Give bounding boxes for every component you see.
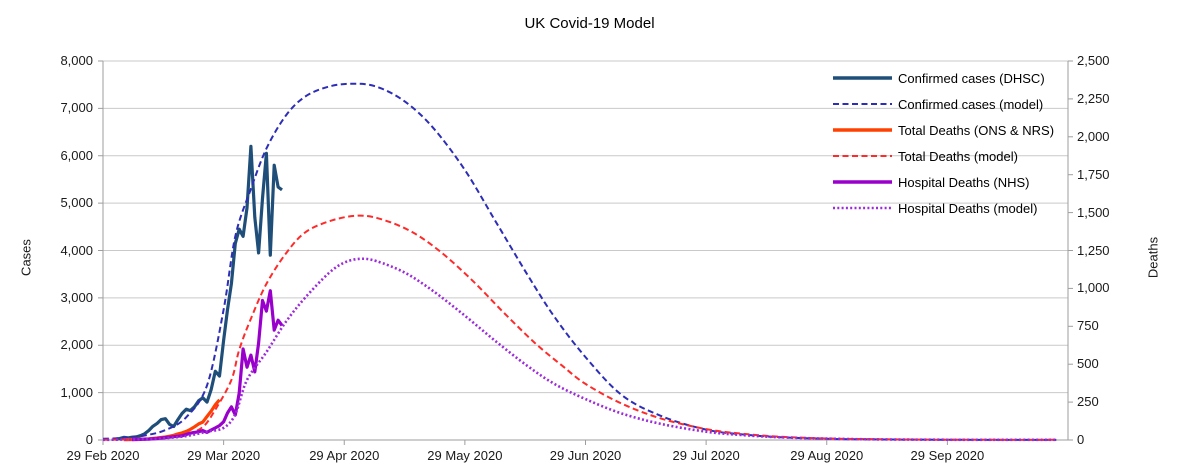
y-axis-title-deaths: Deaths <box>1145 236 1161 279</box>
legend-item-label: Hospital Deaths (model) <box>898 200 1038 216</box>
y-left-tick-label: 3,000 <box>60 289 93 305</box>
legend-line-sample <box>833 155 892 157</box>
y-left-tick-label: 7,000 <box>60 100 93 116</box>
chart-title: UK Covid-19 Model <box>524 15 655 32</box>
legend-line-sample <box>833 180 892 184</box>
legend-item-label: Hospital Deaths (NHS) <box>898 174 1030 190</box>
y-right-tick-label: 2,250 <box>1077 90 1110 106</box>
y-left-tick-label: 5,000 <box>60 195 93 211</box>
legend-item-label: Total Deaths (model) <box>898 148 1018 164</box>
y-left-tick-label: 0 <box>85 432 93 447</box>
x-tick-label: 29 Jun 2020 <box>549 448 622 463</box>
legend-item: Hospital Deaths (NHS) <box>832 169 1054 195</box>
x-tick-label: 29 May 2020 <box>427 448 503 463</box>
legend-item: Total Deaths (ONS & NRS) <box>832 117 1054 143</box>
y-left-tick-label: 6,000 <box>60 147 93 163</box>
y-left-tick-label: 1,000 <box>60 384 93 400</box>
x-tick-label: 29 Mar 2020 <box>187 448 261 463</box>
legend-line-sample <box>833 128 892 132</box>
legend-line-sample <box>833 76 892 80</box>
x-tick-label: 29 Jul 2020 <box>672 448 740 463</box>
series-line-2 <box>123 398 221 442</box>
y-right-tick-label: 1,000 <box>1077 280 1110 296</box>
y-right-tick-label: 750 <box>1077 318 1099 334</box>
series-line-0 <box>115 144 283 441</box>
x-tick-label: 29 Aug 2020 <box>790 448 864 463</box>
y-right-tick-label: 250 <box>1077 394 1099 410</box>
y-left-tick-label: 4,000 <box>60 242 93 258</box>
legend-line-sample <box>833 206 892 210</box>
legend-item-label: Confirmed cases (model) <box>898 96 1044 112</box>
y-right-tick-label: 2,500 <box>1077 53 1110 68</box>
y-right-tick-label: 2,000 <box>1077 128 1110 144</box>
y-right-tick-label: 1,250 <box>1077 242 1110 258</box>
legend-line-sample <box>833 103 892 105</box>
x-tick-label: 29 Sep 2020 <box>910 448 985 463</box>
legend-item: Confirmed cases (DHSC) <box>832 65 1054 91</box>
y-right-tick-label: 500 <box>1077 356 1099 372</box>
x-tick-label: 29 Feb 2020 <box>66 448 140 463</box>
legend-item-label: Total Deaths (ONS & NRS) <box>898 122 1055 138</box>
series-line-5 <box>102 257 1057 442</box>
series-line-3 <box>102 214 1057 441</box>
chart-legend: Confirmed cases (DHSC) Confirmed cases (m… <box>832 65 1054 221</box>
legend-item-label: Confirmed cases (DHSC) <box>898 70 1045 86</box>
legend-item: Total Deaths (model) <box>832 143 1054 169</box>
y-right-tick-label: 0 <box>1077 432 1085 447</box>
x-tick-label: 29 Apr 2020 <box>309 448 380 463</box>
y-left-tick-label: 2,000 <box>60 337 93 353</box>
y-left-tick-label: 8,000 <box>60 53 93 68</box>
y-axis-title-cases: Cases <box>18 239 34 276</box>
y-right-tick-label: 1,500 <box>1077 204 1110 220</box>
legend-item: Confirmed cases (model) <box>832 91 1054 117</box>
legend-item: Hospital Deaths (model) <box>832 195 1054 221</box>
series-line-1 <box>102 82 1057 441</box>
y-right-tick-label: 1,750 <box>1077 166 1110 182</box>
